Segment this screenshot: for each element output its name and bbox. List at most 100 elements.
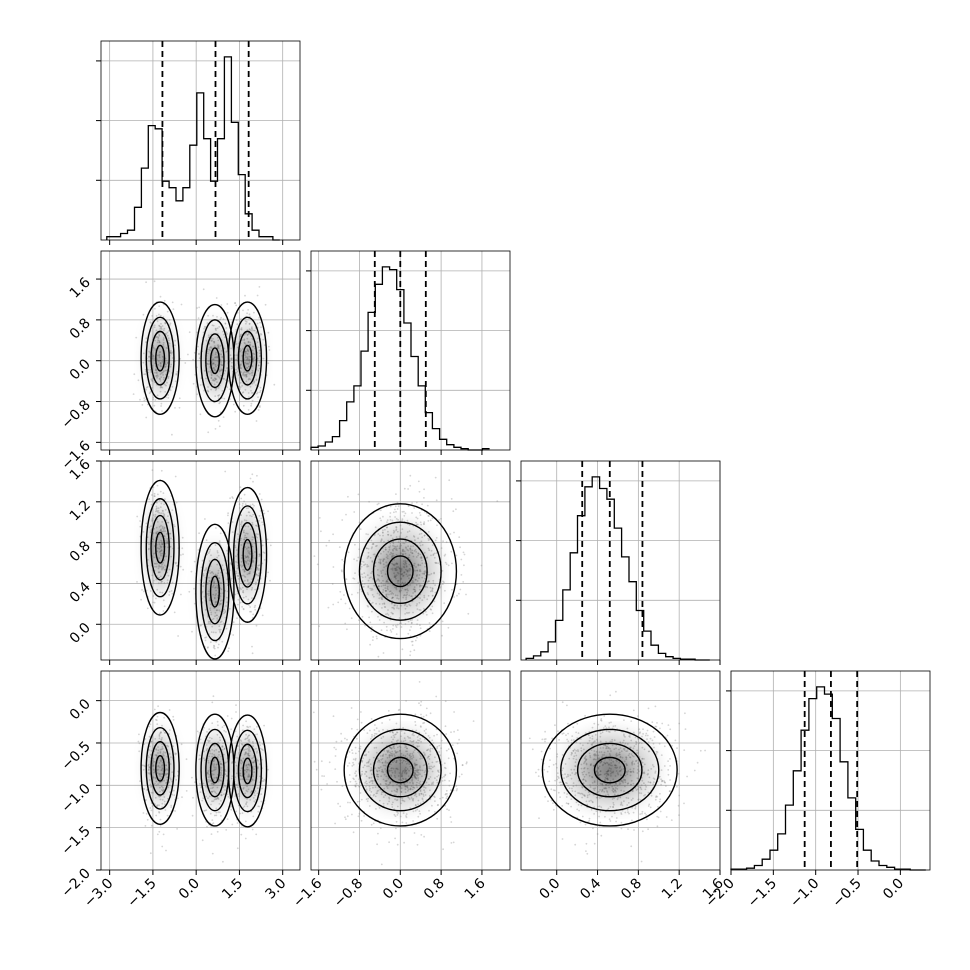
scatter-point — [460, 558, 463, 561]
scatter-point — [168, 709, 171, 711]
scatter-point — [353, 511, 356, 513]
scatter-point — [226, 332, 228, 335]
scatter-point — [263, 344, 266, 346]
scatter-point — [142, 768, 145, 771]
scatter-point — [227, 512, 230, 515]
scatter-point — [158, 811, 160, 813]
scatter-point — [247, 409, 250, 411]
scatter-point — [392, 624, 395, 627]
scatter-point — [148, 735, 151, 738]
scatter-point — [160, 469, 163, 472]
scatter-point — [669, 758, 671, 760]
scatter-point — [332, 533, 334, 536]
contour-line — [145, 498, 175, 598]
scatter-point — [238, 503, 241, 506]
scatter-point — [341, 558, 344, 561]
scatter-point — [358, 786, 361, 788]
scatter-point — [249, 606, 252, 608]
scatter-point — [661, 779, 664, 782]
scatter-point — [462, 551, 465, 554]
scatter-point — [258, 515, 261, 517]
scatter-point — [370, 823, 373, 826]
scatter-point — [197, 549, 200, 551]
density-shading — [146, 317, 262, 402]
scatter-point — [404, 512, 407, 515]
scatter-point — [394, 624, 397, 627]
scatter-point — [219, 318, 222, 321]
scatter-point — [253, 728, 256, 730]
scatter-point — [230, 751, 233, 754]
scatter-point — [266, 538, 269, 541]
scatter-point — [455, 508, 457, 511]
scatter-point — [320, 530, 322, 533]
scatter-point — [211, 852, 214, 855]
scatter-point — [155, 597, 157, 600]
scatter-point — [382, 728, 384, 731]
scatter-point — [222, 416, 225, 418]
density-shading — [146, 727, 262, 812]
scatter-point — [412, 820, 414, 822]
scatter-point — [346, 765, 349, 767]
scatter-point — [655, 753, 658, 755]
scatter-point — [376, 503, 379, 506]
scatter-point — [151, 805, 154, 807]
scatter-point — [236, 617, 238, 620]
scatter-point — [353, 558, 355, 561]
scatter-point — [358, 750, 360, 753]
scatter-point — [447, 564, 450, 567]
scatter-point — [213, 645, 216, 648]
scatter-point — [414, 713, 417, 716]
scatter-point — [402, 727, 404, 729]
scatter-point — [372, 636, 374, 638]
scatter-point — [377, 832, 379, 835]
scatter-point — [630, 845, 633, 848]
scatter-point — [247, 726, 250, 729]
scatter-point — [443, 762, 446, 765]
scatter-point — [234, 302, 236, 304]
scatter-point — [206, 825, 208, 828]
scatter-point — [443, 779, 446, 782]
scatter-point — [450, 731, 452, 734]
scatter-point — [347, 801, 349, 804]
scatter-point — [443, 554, 446, 557]
panel-frame — [310, 670, 511, 871]
scatter-point — [354, 746, 357, 749]
scatter-point — [348, 762, 351, 764]
scatter-point — [337, 802, 339, 805]
scatter-point — [153, 601, 156, 604]
scatter-point — [360, 711, 362, 713]
scatter-point — [451, 588, 453, 591]
scatter-point — [231, 358, 233, 361]
scatter-point — [394, 837, 396, 840]
scatter-point — [379, 517, 382, 520]
scatter-point — [460, 574, 463, 576]
scatter-point — [259, 744, 261, 746]
density-blob — [387, 555, 414, 587]
scatter-point — [145, 388, 148, 391]
scatter-point — [145, 416, 148, 419]
scatter-point — [374, 732, 376, 735]
scatter-point — [417, 480, 420, 483]
scatter-point — [198, 532, 201, 535]
scatter-point — [435, 728, 438, 731]
panel-frame — [310, 460, 511, 661]
scatter-point — [243, 500, 246, 503]
scatter-point — [403, 487, 406, 490]
scatter-point — [247, 309, 250, 311]
scatter-point — [415, 501, 418, 504]
scatter-point — [320, 788, 323, 791]
scatter-point — [458, 775, 461, 778]
contour-line — [205, 558, 225, 625]
scatter-point — [259, 607, 262, 610]
scatter-point — [405, 813, 408, 815]
scatter-point — [373, 734, 376, 737]
scatter-point — [424, 610, 427, 613]
scatter-point — [230, 728, 233, 731]
scatter-point — [444, 767, 447, 770]
scatter-point — [420, 523, 423, 526]
scatter-point — [386, 629, 388, 632]
contours — [140, 479, 268, 660]
scatter-point — [176, 828, 179, 830]
scatter-point — [215, 527, 217, 529]
